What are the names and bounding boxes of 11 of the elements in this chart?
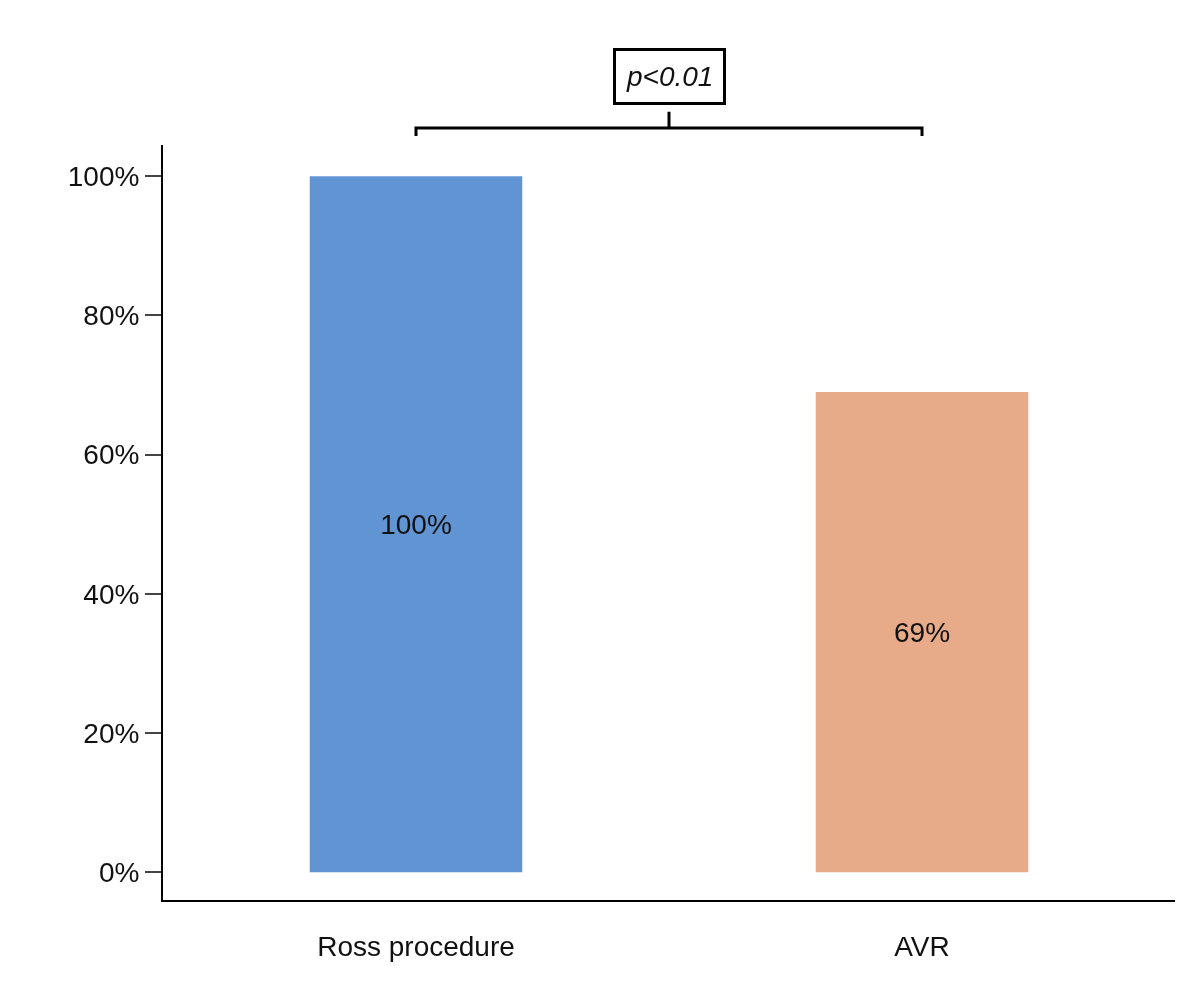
x-tick-label: AVR: [894, 930, 950, 962]
y-tick-label: 20%: [83, 717, 140, 749]
data-label: 100%: [380, 508, 452, 540]
y-tick-label: 80%: [83, 300, 140, 332]
data-label: 69%: [893, 616, 951, 648]
y-tick-label: 0%: [98, 856, 140, 888]
y-tick-label: 40%: [83, 578, 140, 610]
y-tick-label: 100%: [67, 161, 140, 193]
text: p<0.01: [626, 61, 714, 92]
x-tick-label: Ross procedure: [317, 930, 515, 962]
y-tick-label: 60%: [83, 439, 140, 471]
